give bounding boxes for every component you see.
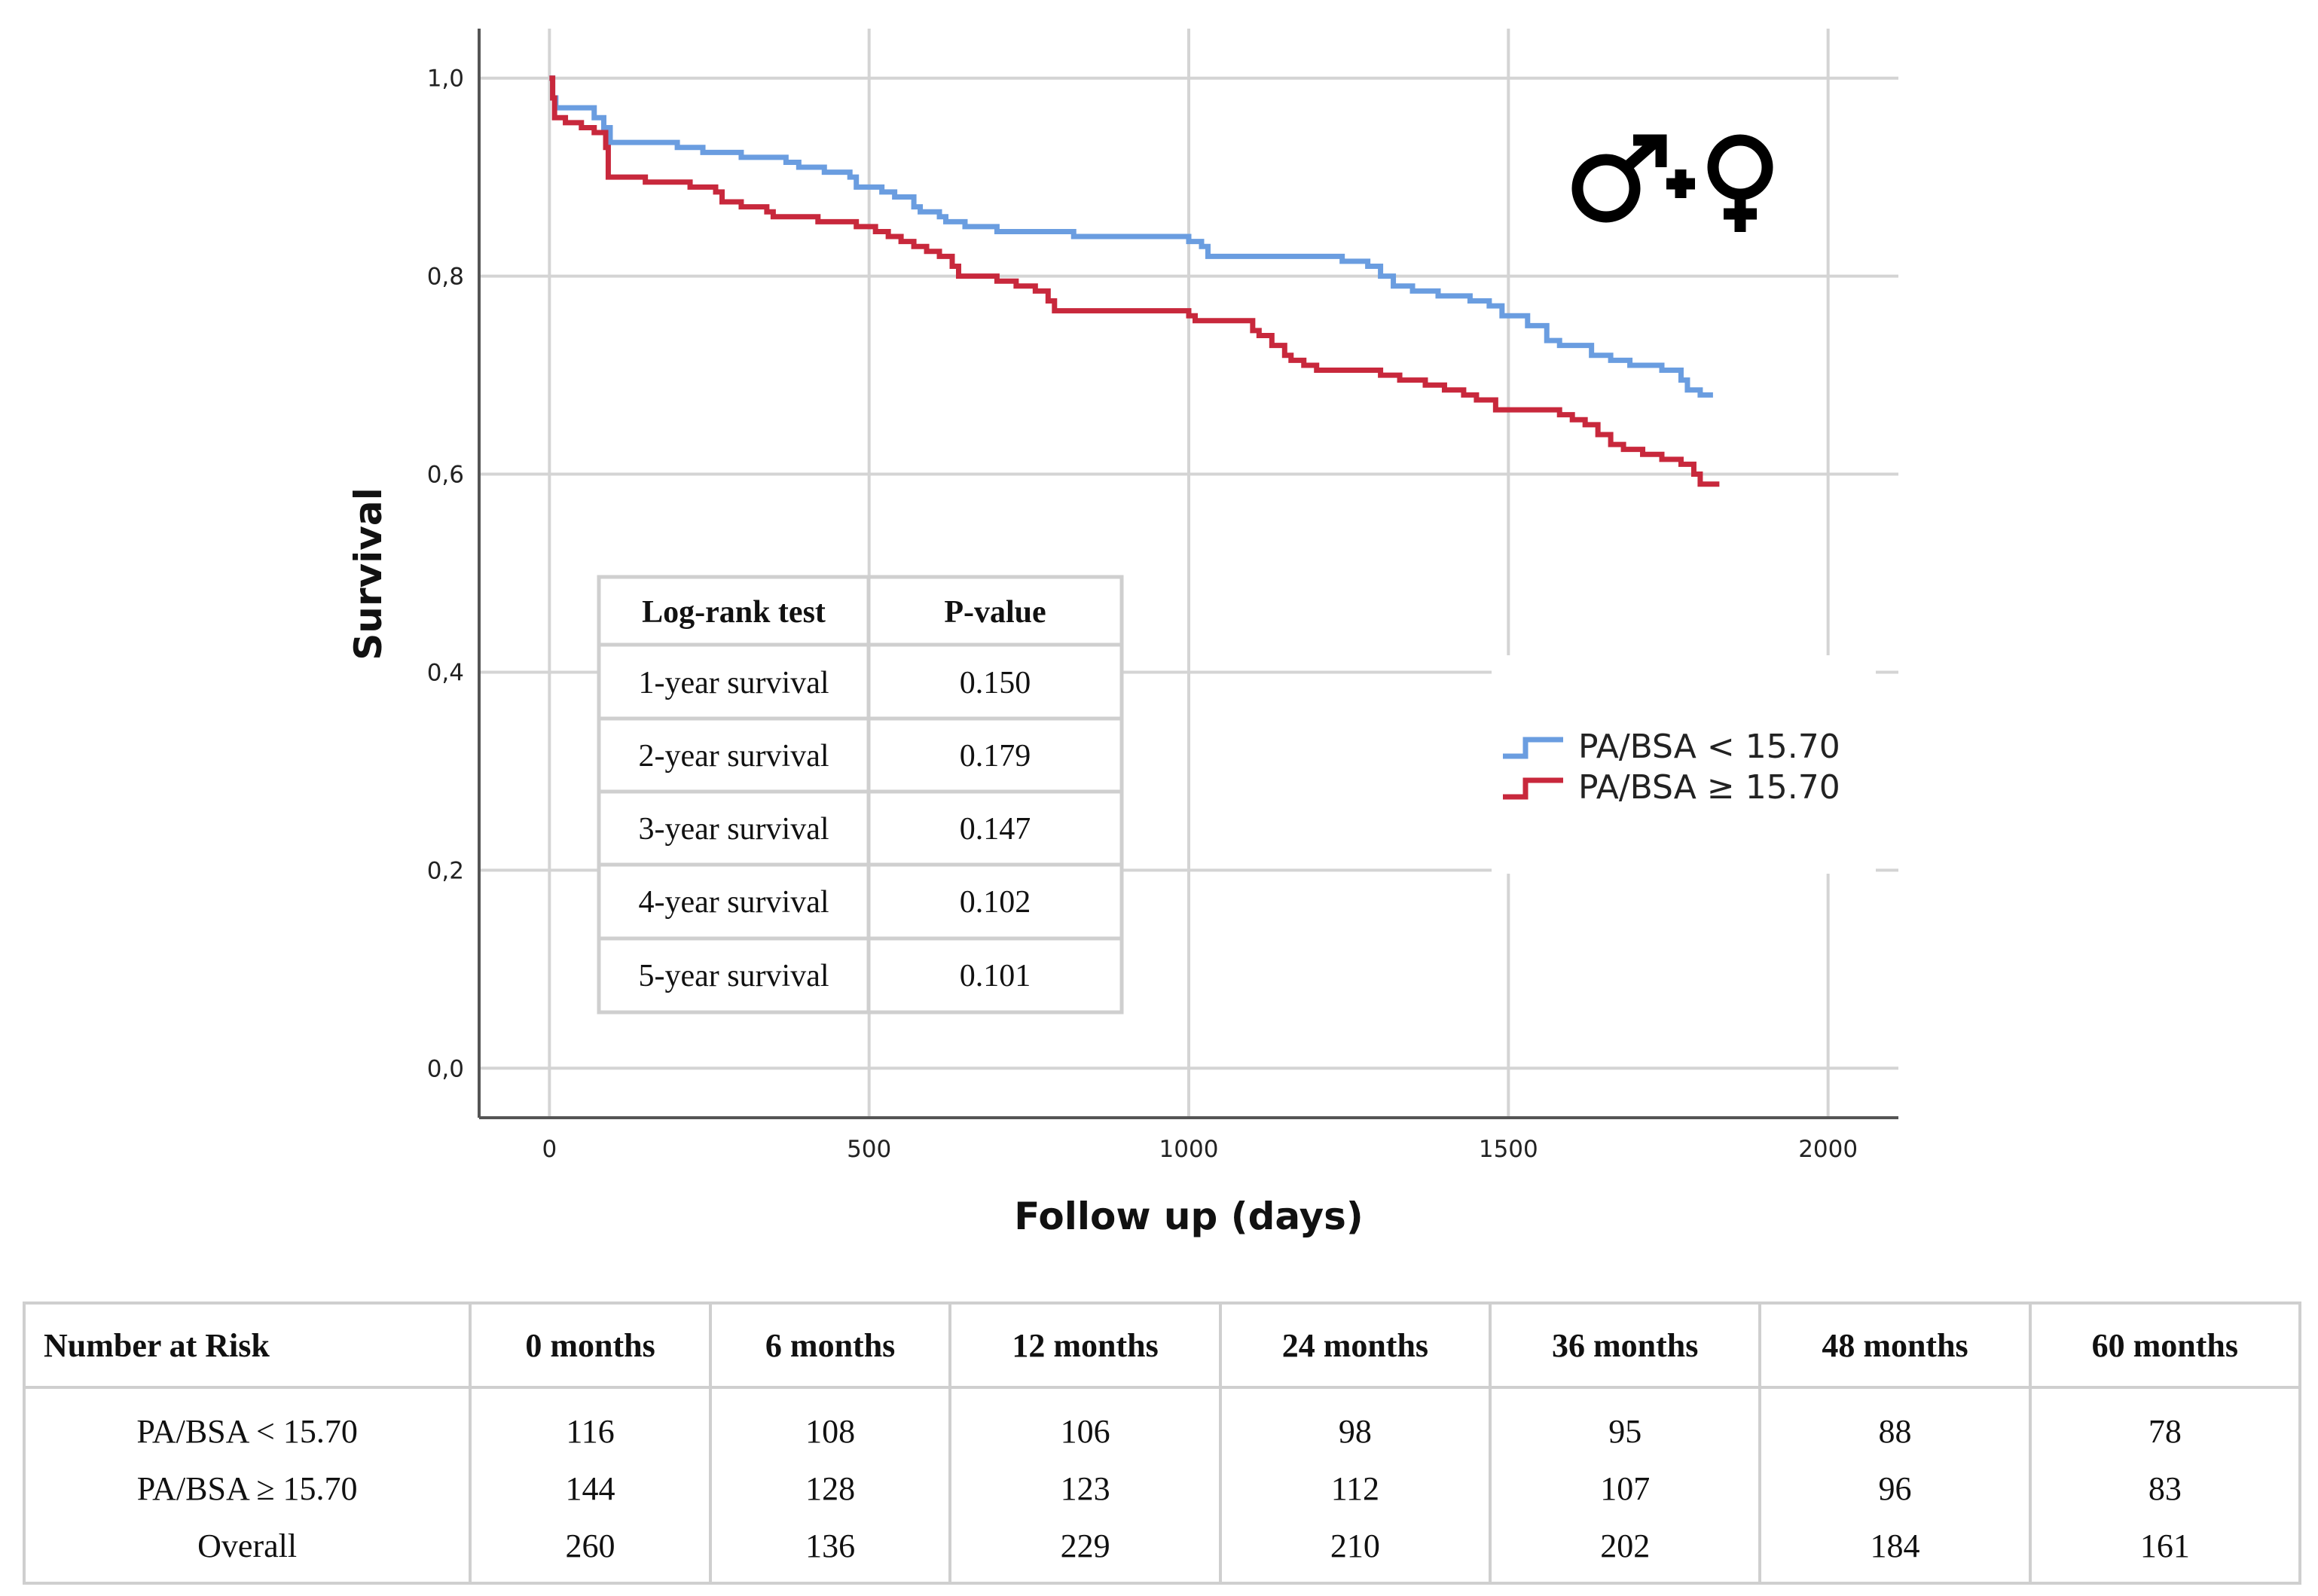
pvalue-header-test: Log-rank test — [642, 595, 826, 630]
tick-layer: 0,0 0,2 0,4 0,6 0,8 1,0 0 500 1000 1500 2000 — [427, 66, 1858, 1163]
risk-header-cell: 12 months — [948, 1302, 1222, 1389]
pvalue-row-value: 0.101 — [960, 959, 1031, 993]
legend: PA/BSA < 15.70 PA/BSA ≥ 15.70 — [1492, 655, 1876, 874]
survival-curve-pa-bsa-high — [549, 75, 1720, 487]
risk-cell: 116 — [469, 1387, 712, 1460]
risk-cell: 98 — [1218, 1387, 1492, 1460]
female-icon — [1707, 134, 1773, 200]
y-axis-title: Survival — [347, 487, 390, 660]
risk-header-cell: 24 months — [1218, 1302, 1492, 1389]
risk-header-cell: 36 months — [1489, 1302, 1762, 1389]
risk-header-cell: 48 months — [1758, 1302, 2032, 1389]
pvalue-row-label: 5-year survival — [638, 959, 829, 993]
risk-cell: 106 — [948, 1387, 1222, 1460]
risk-table-row: PA/BSA ≥ 15.70 144 128 123 112 107 96 83 — [22, 1460, 2302, 1517]
risk-row-label: PA/BSA ≥ 15.70 — [22, 1460, 472, 1517]
male-arrow-head — [1633, 134, 1667, 167]
risk-header-cell: 0 months — [469, 1302, 712, 1389]
risk-row-label: PA/BSA < 15.70 — [22, 1387, 472, 1460]
male-icon — [1571, 154, 1641, 223]
y-tick-label: 0,2 — [427, 857, 464, 884]
pvalue-row-label: 2-year survival — [638, 739, 829, 774]
risk-cell: 202 — [1489, 1517, 1762, 1585]
pvalue-row-value: 0.150 — [960, 666, 1031, 700]
male-female-icon — [1571, 134, 1773, 232]
legend-label-pa-bsa-high: PA/BSA ≥ 15.70 — [1578, 768, 1840, 807]
number-at-risk-table: Number at Risk 0 months 6 months 12 mont… — [22, 1302, 2302, 1585]
risk-cell: 260 — [469, 1517, 712, 1585]
legend-background — [1492, 655, 1876, 874]
risk-cell: 161 — [2028, 1517, 2302, 1585]
risk-cell: 108 — [708, 1387, 952, 1460]
pvalue-header-value: P-value — [944, 595, 1046, 630]
y-tick-label: 0,4 — [427, 659, 464, 686]
x-axis-title: Follow up (days) — [1014, 1195, 1364, 1238]
x-tick-label: 1000 — [1159, 1136, 1219, 1163]
y-tick-label: 1,0 — [427, 66, 464, 93]
risk-table-row: Overall 260 136 229 210 202 184 161 — [22, 1517, 2302, 1585]
risk-cell: 96 — [1758, 1460, 2032, 1517]
risk-cell: 123 — [948, 1460, 1222, 1517]
risk-cell: 144 — [469, 1460, 712, 1517]
series-layer — [549, 75, 1720, 487]
risk-cell: 107 — [1489, 1460, 1762, 1517]
risk-header-cell: 60 months — [2028, 1302, 2302, 1389]
x-tick-label: 500 — [847, 1136, 891, 1163]
risk-cell: 128 — [708, 1460, 952, 1517]
y-tick-label: 0,8 — [427, 264, 464, 291]
risk-cell: 136 — [708, 1517, 952, 1585]
legend-swatch-pa-bsa-high — [1503, 777, 1563, 800]
risk-table-row: PA/BSA < 15.70 116 108 106 98 95 88 78 — [22, 1387, 2302, 1460]
x-tick-label: 2000 — [1798, 1136, 1858, 1163]
pvalue-row-label: 4-year survival — [638, 885, 829, 920]
risk-table-header-row: Number at Risk 0 months 6 months 12 mont… — [22, 1302, 2302, 1389]
pvalue-row-value: 0.102 — [960, 885, 1031, 920]
risk-cell: 210 — [1218, 1517, 1492, 1585]
pvalue-row-value: 0.179 — [960, 739, 1031, 774]
risk-cell: 112 — [1218, 1460, 1492, 1517]
pvalue-table: Log-rank test P-value 1-year survival 0.… — [597, 575, 1124, 1015]
x-tick-label: 0 — [542, 1136, 557, 1163]
risk-cell: 78 — [2028, 1387, 2302, 1460]
survival-chart: 0,0 0,2 0,4 0,6 0,8 1,0 0 500 1000 1500 2000 Survi… — [347, 29, 1898, 1238]
risk-cell: 88 — [1758, 1387, 2032, 1460]
pvalue-table-background — [597, 575, 1124, 1015]
risk-cell: 229 — [948, 1517, 1222, 1585]
pvalue-row-value: 0.147 — [960, 812, 1031, 847]
risk-row-label: Overall — [22, 1517, 472, 1585]
legend-swatch-pa-bsa-low — [1503, 737, 1563, 759]
pvalue-row-label: 1-year survival — [638, 666, 829, 700]
pvalue-row-label: 3-year survival — [638, 812, 829, 847]
risk-header-cell: 6 months — [708, 1302, 952, 1389]
risk-cell: 184 — [1758, 1517, 2032, 1585]
x-tick-label: 1500 — [1479, 1136, 1538, 1163]
y-tick-label: 0,0 — [427, 1055, 464, 1082]
risk-cell: 83 — [2028, 1460, 2302, 1517]
risk-cell: 95 — [1489, 1387, 1762, 1460]
legend-label-pa-bsa-low: PA/BSA < 15.70 — [1578, 728, 1840, 766]
survival-curve-pa-bsa-low — [549, 75, 1713, 398]
risk-header-cell: Number at Risk — [22, 1302, 472, 1389]
y-tick-label: 0,6 — [427, 462, 464, 489]
